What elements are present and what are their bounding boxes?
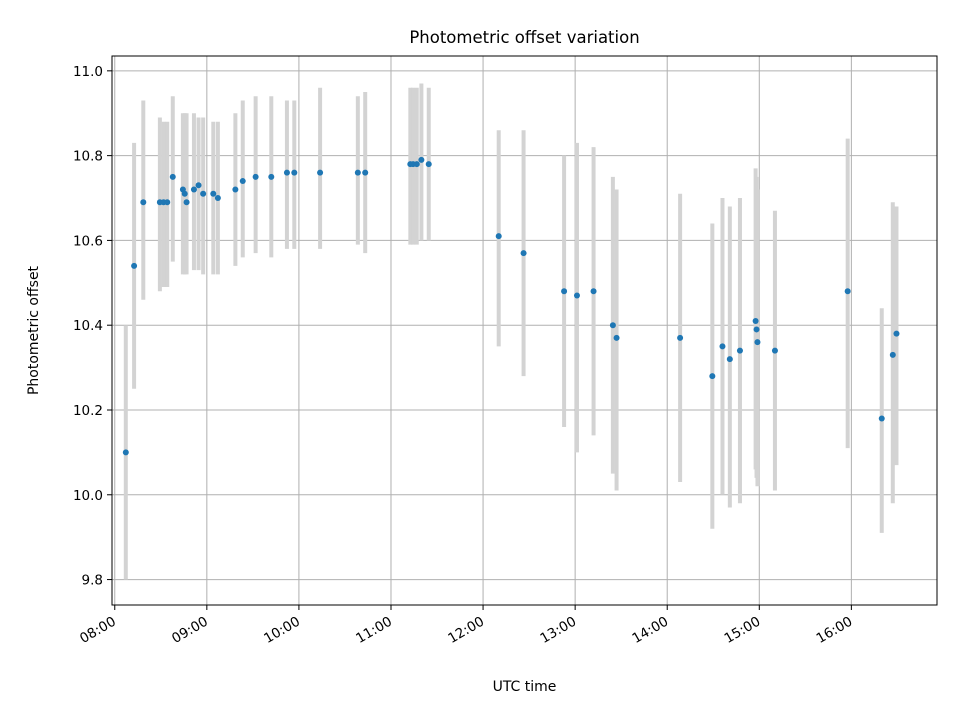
y-tick-label: 11.0 <box>73 64 103 80</box>
data-point <box>164 199 171 206</box>
data-point <box>268 173 275 180</box>
data-point <box>317 169 324 176</box>
data-point <box>753 326 760 333</box>
data-point <box>354 169 361 176</box>
data-point <box>889 351 896 358</box>
data-point <box>719 343 726 350</box>
y-tick-label: 9.8 <box>82 573 103 589</box>
data-point <box>677 334 684 341</box>
data-point <box>754 339 761 346</box>
y-tick-label: 10.4 <box>73 318 103 334</box>
data-point <box>752 317 759 324</box>
data-point <box>413 161 420 168</box>
data-point <box>609 322 616 329</box>
data-point <box>573 292 580 299</box>
data-point <box>140 199 147 206</box>
x-axis-label: UTC time <box>493 679 557 695</box>
data-point <box>190 186 197 193</box>
chart-title: Photometric offset variation <box>409 28 639 47</box>
data-point <box>495 233 502 240</box>
data-point <box>590 288 597 295</box>
data-point <box>214 195 221 202</box>
data-point <box>283 169 290 176</box>
data-point <box>232 186 239 193</box>
data-point <box>878 415 885 422</box>
plot-area-frame <box>111 55 938 606</box>
data-point <box>709 373 716 380</box>
data-point <box>425 161 432 168</box>
data-point <box>181 190 188 197</box>
data-point <box>210 190 217 197</box>
data-point <box>200 190 207 197</box>
y-axis-label: Photometric offset <box>26 265 42 395</box>
data-point <box>418 156 425 163</box>
data-point <box>195 182 202 189</box>
data-point <box>893 330 900 337</box>
data-point <box>844 288 851 295</box>
data-point <box>736 347 743 354</box>
y-tick-label: 10.0 <box>73 488 103 504</box>
data-points <box>122 156 900 456</box>
data-point <box>520 250 527 257</box>
y-axis-ticks: 9.8 10.0 10.2 10.4 10.6 10.8 11.0 <box>73 64 112 589</box>
data-point <box>561 288 568 295</box>
data-point <box>122 449 129 456</box>
data-point <box>131 262 138 269</box>
data-point <box>613 334 620 341</box>
data-point <box>362 169 369 176</box>
y-tick-label: 10.2 <box>73 403 103 419</box>
y-tick-label: 10.8 <box>73 149 103 165</box>
data-point <box>239 178 246 185</box>
data-point <box>726 356 733 363</box>
data-point <box>169 173 176 180</box>
y-tick-label: 10.6 <box>73 233 103 249</box>
data-point <box>771 347 778 354</box>
data-point <box>252 173 259 180</box>
data-point <box>291 169 298 176</box>
data-point <box>183 199 190 206</box>
